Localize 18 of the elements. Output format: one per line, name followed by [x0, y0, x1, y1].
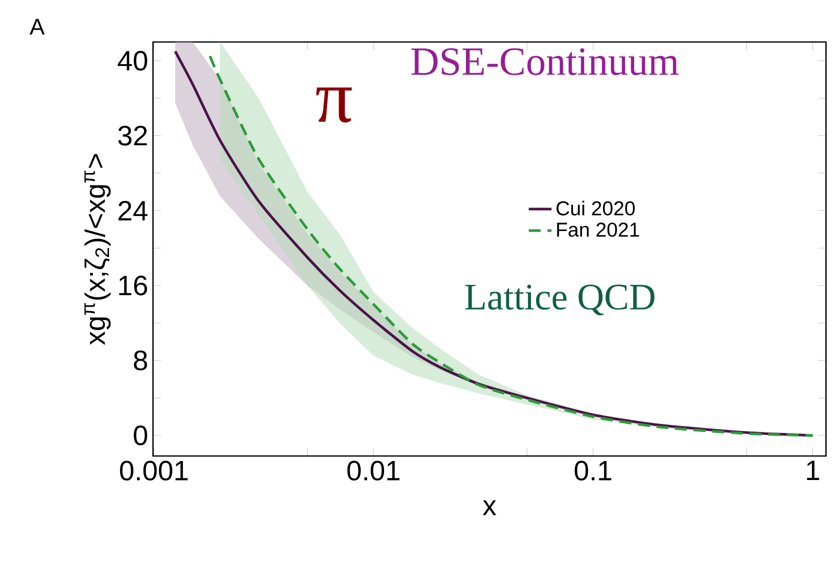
y-tick-label: 16	[119, 276, 148, 296]
y-axis-title: xg$^{π}$(x;ζ$_{2}$)/<xg$^{π}$>	[84, 154, 111, 345]
y-tick-label: 8	[134, 350, 148, 370]
x-tick-label: 1	[807, 460, 820, 480]
legend-label: Cui 2020	[556, 200, 635, 216]
text: A	[30, 18, 45, 34]
legend-label: Fan 2021	[557, 222, 640, 237]
annotation: π	[316, 87, 352, 122]
annotation: Lattice QCD	[465, 284, 654, 316]
y-tick-label: 40	[118, 50, 148, 71]
x-tick-label: 0.1	[574, 460, 612, 481]
annotation: DSE-Continuum	[411, 48, 679, 76]
y-tick-label: 32	[118, 126, 147, 146]
y-tick-label: 24	[118, 200, 148, 220]
x-tick-label: 0.01	[347, 460, 400, 481]
x-axis-title: x	[482, 500, 496, 516]
x-tick-label: 0.001	[120, 460, 188, 481]
y-tick-label: 0	[134, 425, 148, 446]
